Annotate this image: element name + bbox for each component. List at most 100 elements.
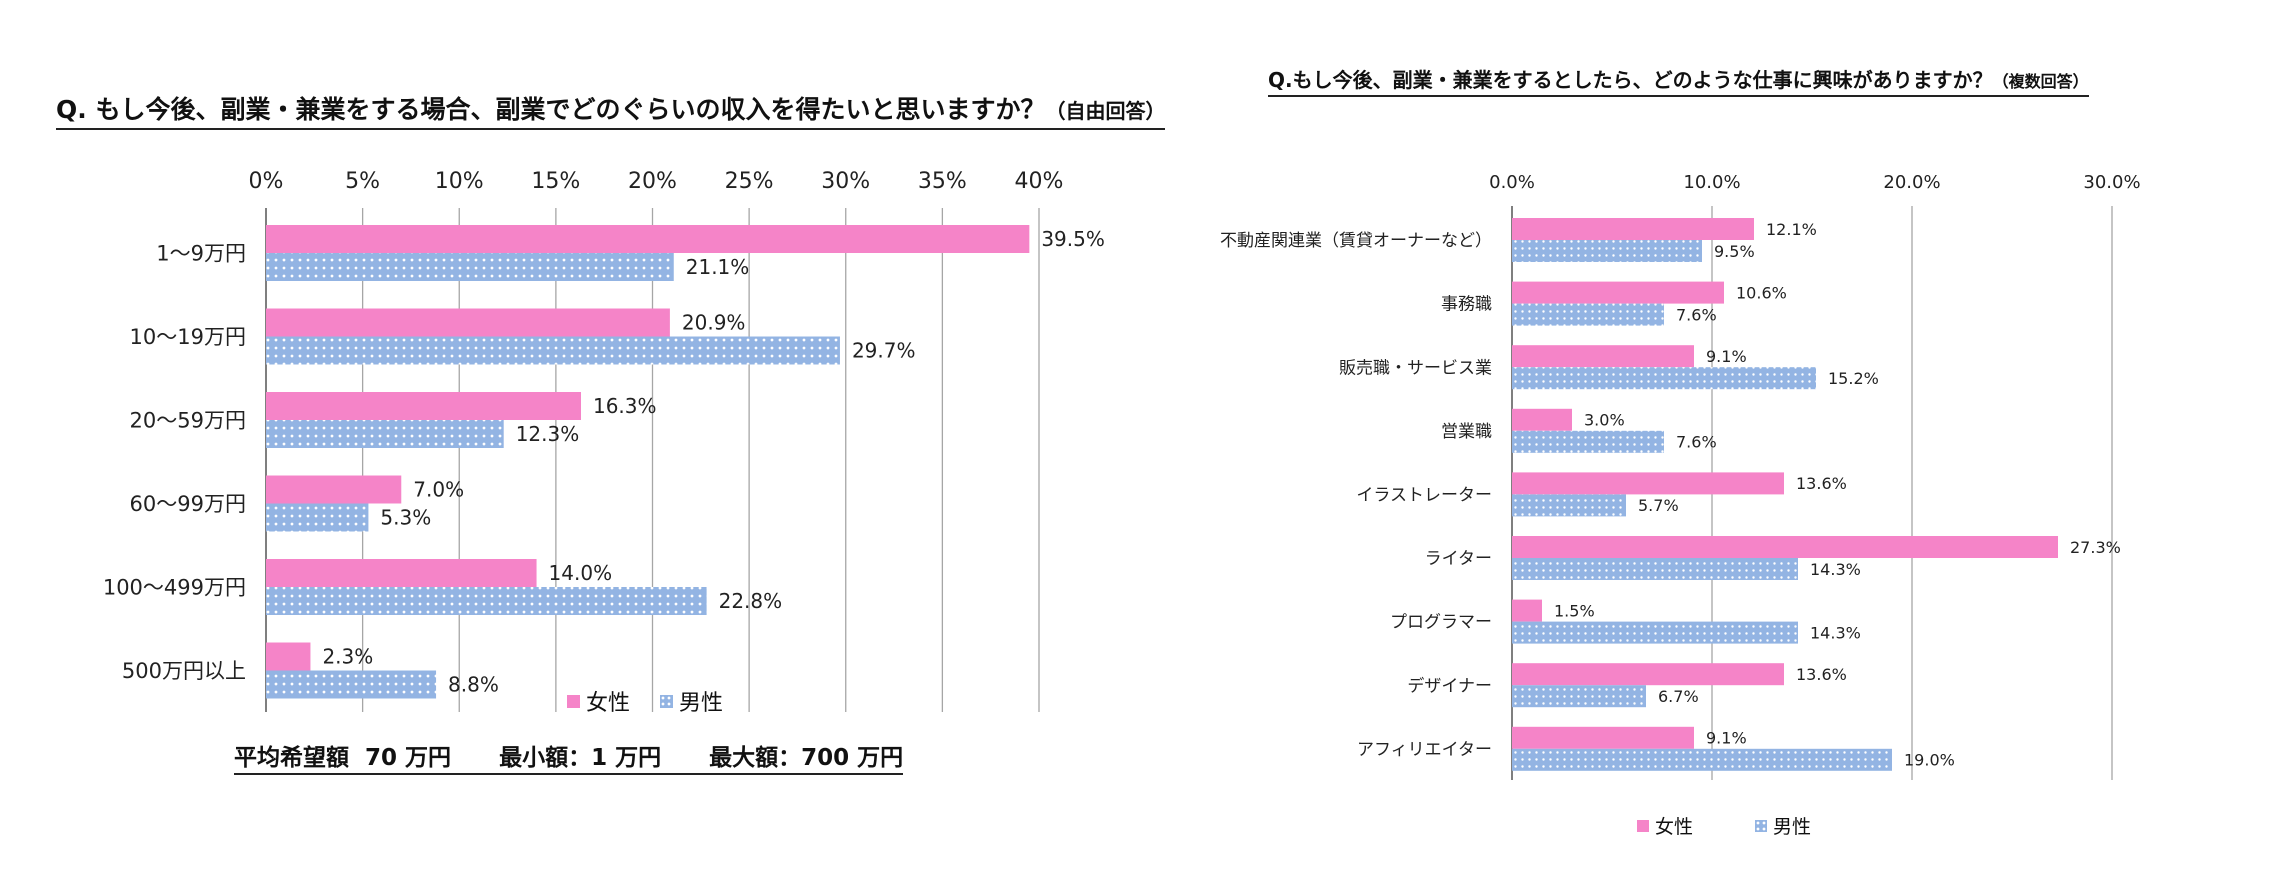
chart2-data-label-female: 12.1% (1766, 220, 1817, 239)
chart2-bar-female (1512, 218, 1754, 240)
chart2-category-label: アフィリエイター (1357, 740, 1492, 760)
chart2-bar-female (1512, 408, 1572, 431)
chart2-data-label-male: 7.6% (1676, 305, 1717, 324)
legend2-item-female: 女性 (1637, 812, 1693, 839)
legend2-swatch-male (1755, 819, 1768, 832)
legend2-swatch-female (1637, 819, 1649, 832)
chart2-bar-female (1512, 345, 1694, 368)
chart2-bar-female (1512, 281, 1724, 304)
chart1-bar-female (266, 642, 311, 671)
chart2-bar-male (1512, 430, 1664, 453)
chart1-data-label-female: 16.3% (593, 394, 657, 418)
chart1-bar-male (266, 420, 504, 448)
chart2-legend: 女性 男性 (1637, 812, 1811, 839)
chart2-title-text: Q.もし今後、副業・兼業をするとしたら、どのような仕事に興味がありますか？ (1268, 68, 1993, 92)
chart2-bar-male (1512, 685, 1646, 708)
chart2-bar-male (1512, 240, 1702, 262)
chart1-data-label-male: 22.8% (719, 589, 783, 613)
chart1-bar-male (266, 336, 840, 365)
chart1-data-label-male: 12.3% (516, 422, 580, 446)
chart1-tick-label: 40% (1015, 169, 1064, 194)
chart1-category-label: 60～99万円 (130, 492, 246, 516)
chart1-title-text: Q. もし今後、副業・兼業をする場合、副業でどのぐらいの収入を得たいと思いますか… (56, 95, 1046, 124)
chart2-category-label: プログラマー (1390, 613, 1492, 633)
chart1-bar-male (266, 253, 674, 281)
chart2-bar-male (1512, 558, 1798, 580)
chart2-bar-male (1512, 303, 1664, 326)
chart1-bar-female (266, 475, 402, 504)
chart2-tick-label: 20.0% (1883, 172, 1940, 193)
chart2-tick-label: 0.0% (1489, 172, 1535, 193)
chart2-bar-male (1512, 367, 1816, 390)
chart1-tick-label: 30% (821, 169, 870, 194)
chart1-bar-female (266, 392, 581, 420)
chart1-bar-female (266, 225, 1030, 253)
chart1-category-label: 100～499万円 (103, 576, 246, 600)
chart2-title: Q.もし今後、副業・兼業をするとしたら、どのような仕事に興味がありますか？（複数… (1268, 64, 2089, 97)
chart2-category-label: イラストレーター (1356, 486, 1492, 506)
chart2-data-label-female: 3.0% (1584, 411, 1625, 430)
chart1-bar-female (266, 308, 670, 337)
chart2-data-label-male: 14.3% (1810, 560, 1861, 579)
chart2-category-label: ライター (1425, 549, 1492, 569)
chart2-bar-male (1512, 494, 1626, 517)
legend1-item-male: 男性 (660, 685, 723, 717)
chart1-bar-male (266, 587, 707, 615)
chart2-category-label: 不動産関連業（賃貸オーナーなど） (1220, 231, 1492, 251)
chart1-tick-label: 20% (628, 169, 677, 194)
chart1-title-note: （自由回答） (1045, 99, 1166, 123)
chart1-tick-label: 25% (725, 169, 774, 194)
chart1-legend: 女性 男性 (567, 685, 723, 717)
chart2-data-label-female: 1.5% (1554, 601, 1595, 620)
chart1-tick-label: 5% (345, 169, 380, 194)
chart2-bar-male (1512, 748, 1892, 771)
chart2-data-label-female: 10.6% (1736, 283, 1787, 302)
chart1-category-label: 10～19万円 (130, 325, 246, 349)
chart2-data-label-male: 5.7% (1638, 496, 1679, 515)
chart2-tick-label: 30.0% (2083, 172, 2140, 193)
chart2-data-label-female: 13.6% (1796, 474, 1847, 493)
chart2-bar-male (1512, 621, 1798, 644)
chart2-bar-female (1512, 472, 1784, 495)
chart2-bar-female (1512, 726, 1694, 749)
chart2-data-label-male: 7.6% (1676, 433, 1717, 452)
chart2-data-label-male: 9.5% (1714, 242, 1755, 261)
chart2-tick-label: 10.0% (1683, 172, 1740, 193)
chart1-data-label-male: 5.3% (380, 506, 431, 530)
chart1-data-label-female: 2.3% (322, 645, 373, 669)
chart1-data-label-female: 20.9% (682, 311, 746, 335)
chart2-bar-female (1512, 536, 2058, 558)
legend2-label-female: 女性 (1655, 816, 1694, 838)
chart2-data-label-female: 9.1% (1706, 729, 1747, 748)
legend1-item-female: 女性 (567, 685, 630, 717)
chart2-bar-female (1512, 599, 1542, 622)
chart2-category-label: 営業職 (1441, 422, 1492, 442)
chart1-tick-label: 35% (918, 169, 967, 194)
chart2-category-label: デザイナー (1407, 675, 1492, 696)
legend1-label-female: 女性 (586, 691, 631, 716)
chart1-data-label-male: 8.8% (448, 673, 499, 697)
chart1-summary-annotation: 平均希望額 70 万円 最小額：1 万円 最大額：700 万円 (234, 738, 904, 775)
chart1-category-label: 500万円以上 (122, 659, 246, 683)
legend2-label-male: 男性 (1773, 816, 1812, 838)
chart1-bar-female (266, 559, 537, 587)
chart1-data-label-male: 21.1% (686, 255, 750, 279)
chart1-tick-label: 10% (435, 169, 484, 194)
chart2-data-label-male: 14.3% (1810, 623, 1861, 642)
legend2-item-male: 男性 (1755, 812, 1811, 839)
chart2-title-note: （複数回答） (1992, 72, 2089, 91)
chart2-data-label-male: 15.2% (1828, 369, 1879, 388)
chart2-category-label: 事務職 (1441, 295, 1492, 315)
chart1-bar-male (266, 503, 369, 532)
chart1-data-label-female: 39.5% (1041, 227, 1105, 251)
chart2-category-label: 販売職・サービス業 (1339, 358, 1492, 378)
chart1-bar-male (266, 670, 437, 699)
chart2-data-label-female: 27.3% (2070, 538, 2121, 557)
chart2-data-label-male: 6.7% (1658, 687, 1699, 706)
legend1-label-male: 男性 (679, 691, 724, 716)
legend1-swatch-male (660, 694, 674, 708)
chart2-data-label-female: 13.6% (1796, 665, 1847, 684)
